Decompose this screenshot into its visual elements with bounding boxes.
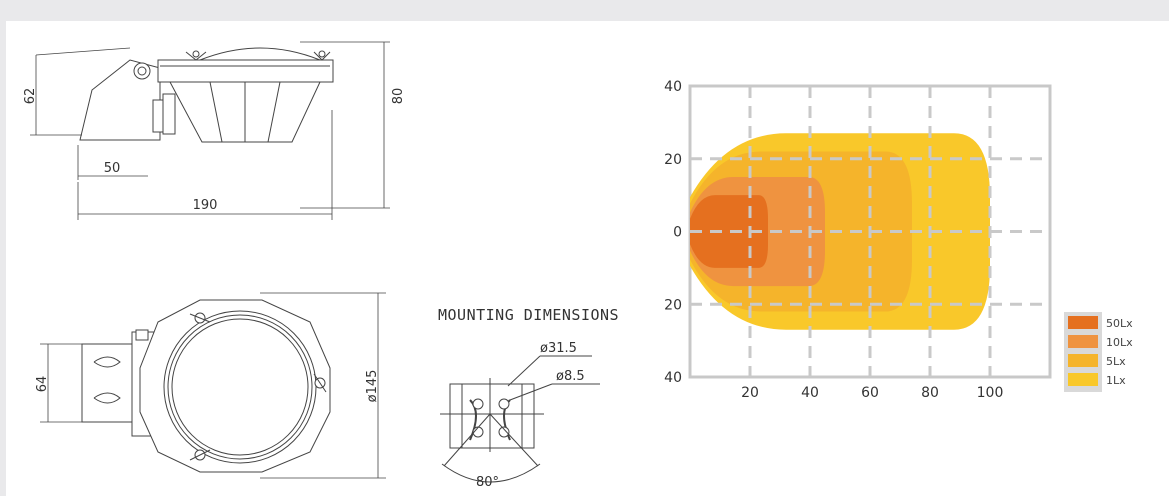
legend-swatch-10lx [1068, 335, 1098, 348]
dim-bracket: 50 [104, 161, 121, 176]
dim-bracket-width: 64 [35, 376, 50, 393]
dim-hole-large: ø31.5 [540, 341, 577, 356]
mounting-title: MOUNTING DIMENSIONS [438, 306, 619, 324]
y-tick-label: 40 [664, 370, 682, 386]
isolux-chart: 20 40 60 80 100 40 20 0 20 40 50Lx 10Lx 5Lx 1Lx [664, 79, 1133, 401]
dim-length: 190 [193, 198, 218, 213]
x-tick-label: 100 [977, 385, 1004, 401]
legend-label-50lx: 50Lx [1106, 317, 1133, 330]
dim-head-offset: 62 [23, 88, 38, 105]
dim-diameter: ø145 [365, 370, 380, 403]
side-view-dimensions [30, 41, 390, 220]
x-tick-label: 80 [921, 385, 939, 401]
mounting-drawing [440, 355, 600, 483]
y-tick-label: 20 [664, 297, 682, 313]
legend-label-1lx: 1Lx [1106, 374, 1126, 387]
legend-swatch-50lx [1068, 316, 1098, 329]
y-tick-label: 0 [673, 225, 682, 241]
x-tick-label: 40 [801, 385, 819, 401]
legend-swatch-1lx [1068, 373, 1098, 386]
top-view-dimensions [40, 292, 386, 479]
x-tick-label: 20 [741, 385, 759, 401]
legend-label-10lx: 10Lx [1106, 336, 1133, 349]
side-view-drawing [79, 47, 334, 143]
x-tick-label: 60 [861, 385, 879, 401]
dim-hole-small: ø8.5 [556, 369, 585, 384]
dim-height-total: 80 [391, 88, 406, 105]
top-view-drawing [81, 299, 331, 473]
dim-angle: 80° [476, 475, 499, 490]
y-tick-label: 20 [664, 152, 682, 168]
legend-label-5lx: 5Lx [1106, 355, 1126, 368]
legend-swatch-5lx [1068, 354, 1098, 367]
y-tick-label: 40 [664, 79, 682, 95]
